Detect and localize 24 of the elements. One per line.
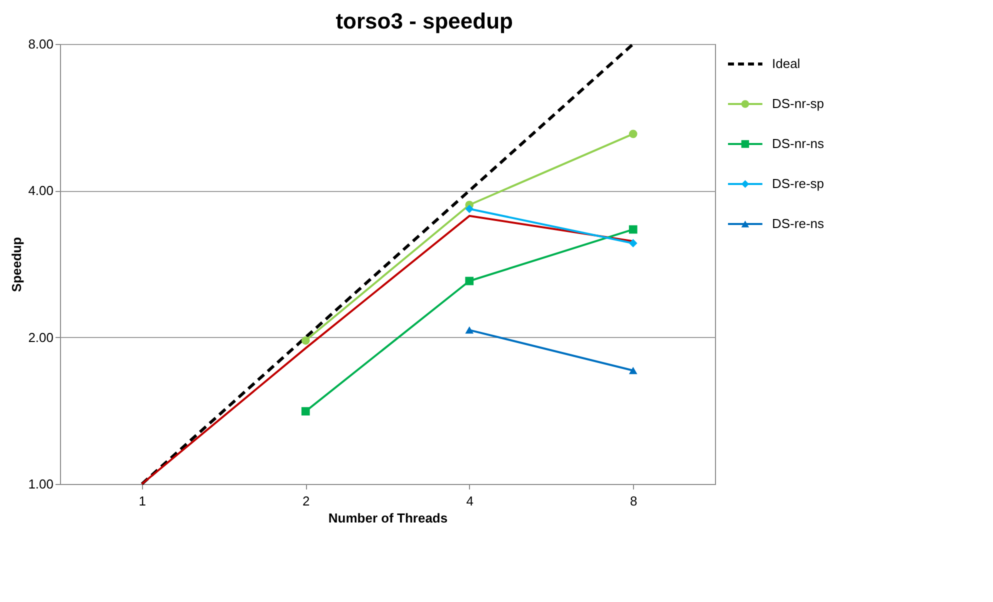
y-axis-title: Speedup (9, 237, 24, 292)
x-tick-label: 4 (466, 494, 474, 508)
point (465, 276, 474, 286)
point (465, 204, 474, 214)
line-series (140, 42, 635, 486)
y-tick-label: 8.00 (28, 36, 54, 52)
y-tick-label: 1.00 (28, 476, 54, 492)
point (301, 407, 310, 416)
chart-title: torso3 - speedup (336, 8, 513, 34)
point (301, 336, 310, 345)
legend-label: DS-nr-sp (772, 96, 824, 111)
y-tick-label: 2.00 (28, 330, 54, 345)
legend-label: DS-re-sp (772, 176, 824, 191)
legend-label: DS-re-ns (772, 216, 825, 231)
y-tick-label: 4.00 (28, 183, 54, 198)
x-tick-label: 2 (302, 494, 310, 508)
legend-label: Ideal (772, 56, 800, 71)
x-axis-title: Number of Threads (328, 510, 448, 526)
point (628, 239, 638, 248)
x-tick-label: 8 (630, 494, 638, 508)
x-tick-label: 1 (138, 494, 146, 508)
legend-label: DS-nr-ns (772, 136, 825, 151)
point (628, 225, 638, 234)
point (628, 130, 638, 138)
